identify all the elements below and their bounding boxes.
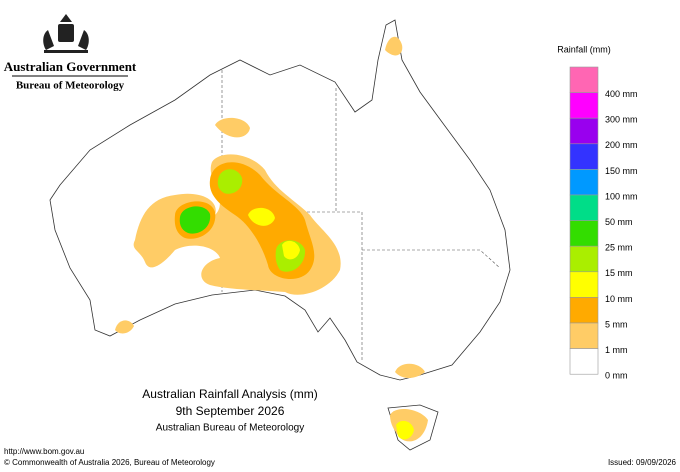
legend-swatch [569, 92, 599, 119]
coat-of-arms [43, 14, 89, 53]
legend-label: 25 mm [605, 243, 633, 253]
legend-label: 15 mm [605, 268, 633, 278]
legend-swatch [569, 169, 599, 196]
legend-swatch [569, 245, 599, 273]
legend-swatch [569, 348, 599, 375]
legend-swatch [569, 271, 599, 298]
legend-label: 50 mm [605, 217, 633, 227]
map-source: Australian Bureau of Meteorology [156, 423, 304, 434]
legend-label: 100 mm [605, 191, 638, 201]
legend-swatch [569, 117, 599, 145]
footer-issued: Issued: 09/09/2026 [608, 458, 677, 467]
legend-label: 5 mm [605, 319, 628, 329]
legend-label: 0 mm [605, 371, 628, 381]
legend-title: Rainfall (mm) [557, 44, 611, 54]
legend-swatch [569, 194, 599, 221]
legend-label: 200 mm [605, 140, 638, 150]
government-name: Australian Government [4, 59, 137, 74]
map-date: 9th September 2026 [176, 404, 285, 418]
map [49, 19, 511, 451]
footer-url: http://www.bom.gov.au [4, 447, 84, 456]
agency-name: Bureau of Meteorology [16, 80, 125, 92]
map-title: Australian Rainfall Analysis (mm) [142, 387, 317, 401]
rainfall-areas [115, 36, 428, 442]
legend-label: 1 mm [605, 345, 628, 355]
legend-label: 400 mm [605, 89, 638, 99]
legend: 400 mm 300 mm 200 mm 150 mm 100 mm 50 mm 25 mm… [569, 66, 638, 381]
legend-label: 300 mm [605, 115, 638, 125]
legend-swatch [569, 322, 599, 349]
footer-copyright: © Commonwealth of Australia 2026, Bureau… [4, 458, 215, 467]
legend-label: 150 mm [605, 166, 638, 176]
legend-label: 10 mm [605, 294, 633, 304]
legend-swatch [569, 297, 599, 324]
legend-swatch [569, 143, 599, 170]
legend-swatch [569, 220, 599, 247]
legend-swatch [569, 66, 599, 93]
